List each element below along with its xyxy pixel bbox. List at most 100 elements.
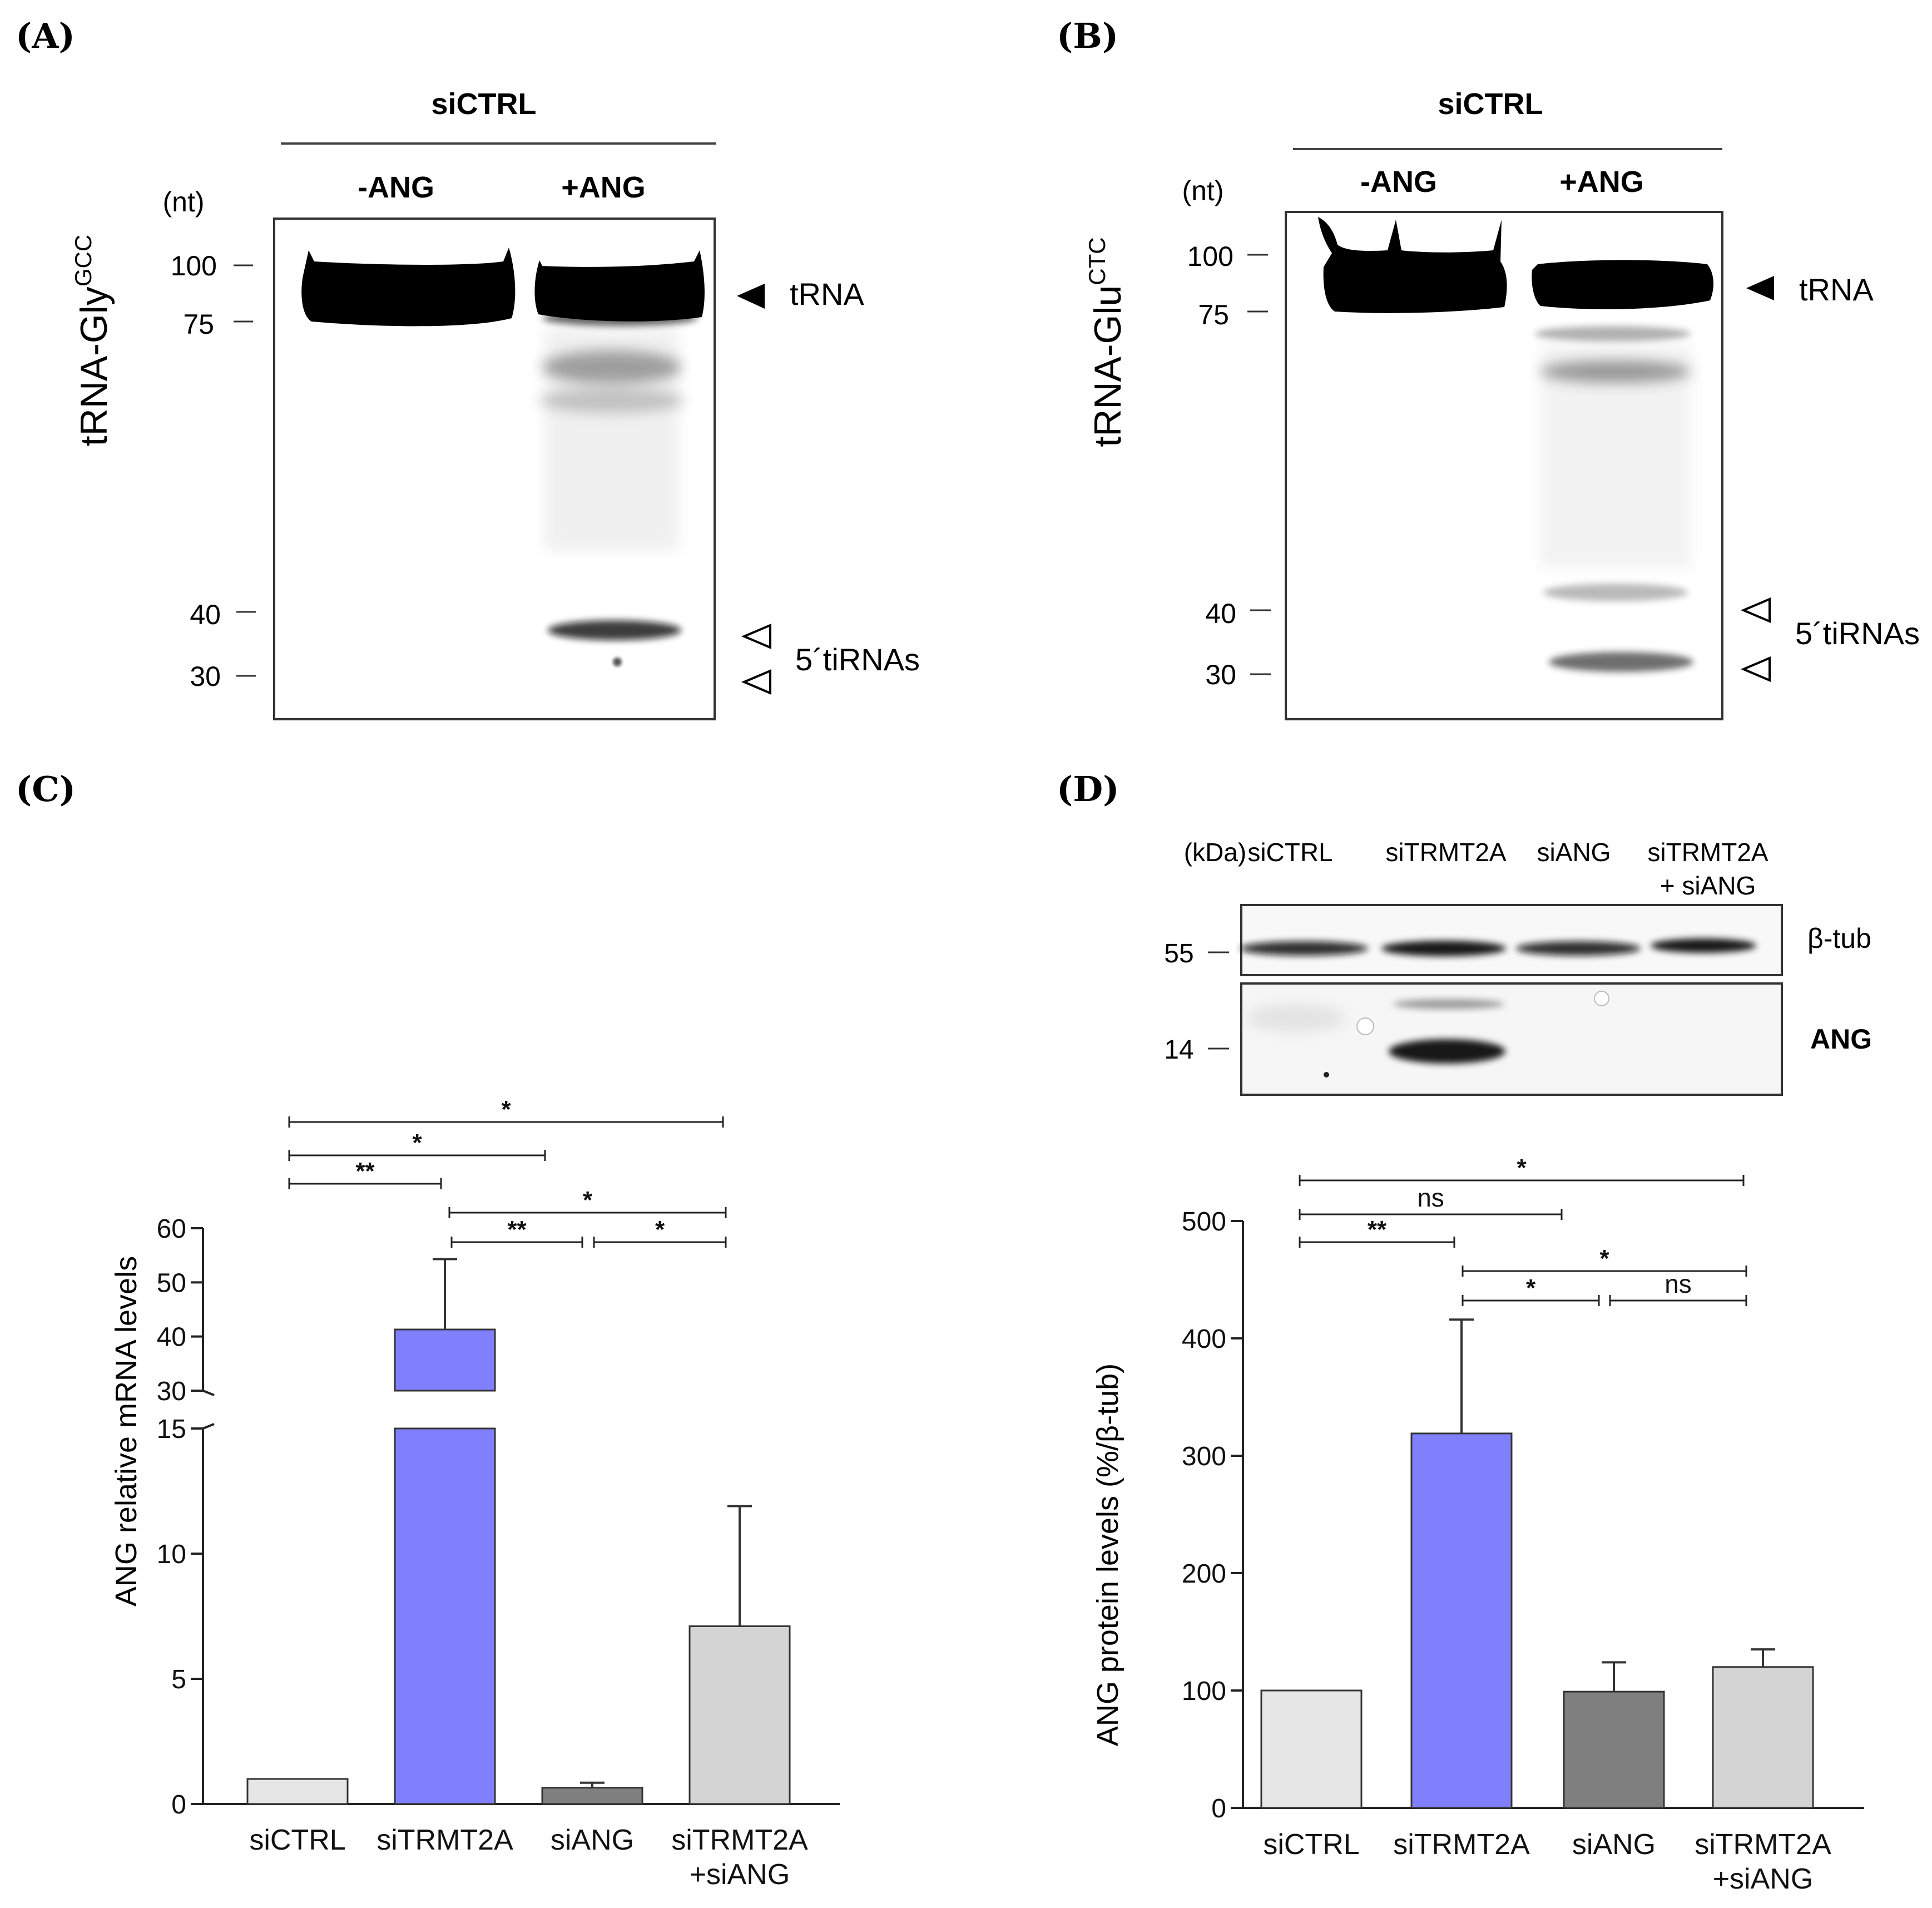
panel-a-blot bbox=[273, 218, 716, 720]
d-sig-2-label: ** bbox=[1368, 1216, 1387, 1243]
panel-d-btub-band-4 bbox=[1651, 938, 1756, 953]
panel-a-marker-40: 40 bbox=[190, 599, 221, 630]
panel-d-marker-55: 55 bbox=[1164, 939, 1193, 968]
panel-b-trna-band-plus bbox=[1532, 260, 1714, 309]
d-ytick-label-2: 200 bbox=[1182, 1559, 1226, 1589]
panel-b-marker-30: 30 bbox=[1205, 659, 1236, 690]
panel-a-label: (A) bbox=[16, 16, 75, 56]
c-ytick-label-upper-1: 40 bbox=[157, 1323, 186, 1352]
c-sig-3-label: * bbox=[583, 1187, 593, 1214]
panel-d-axes: 0 100 200 300 400 500 bbox=[1182, 1207, 1864, 1823]
panel-d-ang-artifact-2 bbox=[1594, 991, 1609, 1006]
panel-c: (C) ANG relative mRNA levels 0 5 10 15 30 40 5… bbox=[16, 769, 840, 1891]
panel-b-trna-label: tRNA bbox=[1799, 272, 1874, 307]
panel-d-ang-background-smudge bbox=[1246, 1004, 1346, 1032]
panel-d-ylabel: ANG protein levels (%/β-tub) bbox=[1091, 1363, 1124, 1746]
c-sig-5: * bbox=[593, 1216, 727, 1248]
d-ytick-label-0: 0 bbox=[1211, 1794, 1226, 1823]
panel-c-x-labels: siCTRL siTRMT2A siANG siTRMT2A+siANG bbox=[249, 1824, 808, 1891]
panel-b-label: (B) bbox=[1057, 16, 1118, 56]
panel-a-dot bbox=[613, 658, 622, 666]
panel-a-marker-100: 100 bbox=[171, 250, 217, 281]
c-axis-break-upper bbox=[202, 1390, 215, 1396]
panel-d-lane-sitrmt2a: siTRMT2A bbox=[1385, 838, 1507, 867]
panel-d-ang-artifact-1 bbox=[1356, 1017, 1374, 1035]
panel-b-probe-superscript: CTC bbox=[1084, 237, 1110, 285]
d-sig-3: * bbox=[1462, 1245, 1747, 1277]
c-ytick-label-upper-0: 30 bbox=[157, 1377, 186, 1406]
panel-a-trna-arrow bbox=[737, 284, 765, 309]
c-sig-1-label: * bbox=[412, 1129, 422, 1156]
panel-d-lane-combo-line1: siTRMT2A bbox=[1647, 838, 1768, 867]
panel-b-tirna-arrow-1 bbox=[1740, 597, 1771, 624]
panel-b-tirna-band-upper bbox=[1543, 584, 1688, 601]
panel-b-probe-name: tRNA-Glu bbox=[1087, 285, 1129, 447]
panel-a: (A) siCTRL (nt) -ANG +ANG tRNA-GlyGCC 10… bbox=[16, 16, 920, 720]
panel-b-trna-band-minus bbox=[1318, 217, 1507, 313]
panel-d-btub-band-3 bbox=[1516, 941, 1641, 956]
panel-a-tirna-band bbox=[548, 620, 681, 640]
panel-a-trna-band-plus bbox=[534, 250, 705, 322]
panel-d-ang-band-sitrmt2a bbox=[1389, 1039, 1505, 1064]
d-ytick-label-1: 100 bbox=[1182, 1677, 1226, 1706]
c-sig-3: * bbox=[448, 1187, 727, 1218]
d-sig-1-label: ns bbox=[1417, 1183, 1444, 1212]
d-sig-4: * bbox=[1462, 1274, 1600, 1306]
panel-b-tirna-arrow-2 bbox=[1740, 656, 1771, 683]
c-xlabel-3: siTRMT2A bbox=[671, 1824, 808, 1856]
d-ytick-label-5: 500 bbox=[1182, 1207, 1226, 1237]
panel-c-bars bbox=[246, 1258, 791, 1805]
panel-d-ang-label: ANG bbox=[1810, 1024, 1872, 1055]
d-sig-3-label: * bbox=[1599, 1245, 1609, 1272]
c-bar-3 bbox=[688, 1625, 791, 1805]
panel-d-ang-band-upper bbox=[1393, 999, 1504, 1009]
panel-b: (B) siCTRL (nt) -ANG +ANG tRNA-GluCTC 10… bbox=[1057, 16, 1920, 720]
panel-b-marker-100: 100 bbox=[1187, 241, 1233, 272]
c-sig-5-label: * bbox=[655, 1216, 665, 1243]
d-xlabel-3: siTRMT2A bbox=[1695, 1828, 1831, 1861]
panel-a-probe-label: tRNA-GlyGCC bbox=[70, 235, 115, 446]
panel-d-btub-band-2 bbox=[1381, 941, 1506, 956]
panel-d-lane-combo-line2: + siANG bbox=[1660, 871, 1756, 900]
d-bar-3 bbox=[1712, 1666, 1814, 1809]
c-ytick-label-upper-3: 60 bbox=[157, 1214, 186, 1244]
c-sig-0-label: * bbox=[501, 1096, 511, 1123]
d-sig-5: ns bbox=[1609, 1269, 1747, 1306]
d-bar-1 bbox=[1410, 1432, 1513, 1809]
d-ytick-label-3: 300 bbox=[1182, 1442, 1226, 1471]
panel-a-tirna-arrow-1 bbox=[741, 623, 771, 650]
panel-d-btub-label: β-tub bbox=[1807, 923, 1871, 954]
d-sig-4-label: * bbox=[1526, 1274, 1536, 1302]
panel-d-bars bbox=[1260, 1318, 1814, 1809]
panel-b-lane-minus-ang: -ANG bbox=[1360, 165, 1437, 199]
panel-b-marker-40: 40 bbox=[1205, 598, 1236, 629]
c-sig-0: * bbox=[288, 1096, 724, 1128]
panel-a-trna-band-minus bbox=[301, 248, 516, 327]
panel-a-smear bbox=[545, 328, 678, 551]
c-sig-2-label: ** bbox=[355, 1158, 375, 1185]
panel-c-ylabel: ANG relative mRNA levels bbox=[110, 1256, 143, 1607]
panel-d-blot-btub bbox=[1240, 904, 1783, 976]
c-axis-break-lower bbox=[202, 1423, 215, 1430]
panel-b-tirna-band-lower bbox=[1549, 652, 1693, 672]
c-xlabel-1: siTRMT2A bbox=[377, 1824, 513, 1856]
panel-c-significance: ******* * bbox=[288, 1096, 727, 1248]
panel-b-fragment-band-1 bbox=[1535, 326, 1691, 342]
c-xlabel-2: siANG bbox=[551, 1824, 634, 1856]
panel-a-tirna-arrow-2 bbox=[741, 669, 771, 695]
c-bar-1-upper bbox=[394, 1328, 496, 1392]
panel-d-significance: *ns**** ns bbox=[1299, 1154, 1747, 1306]
panel-a-probe-superscript: GCC bbox=[70, 235, 96, 286]
panel-b-probe-label: tRNA-GluCTC bbox=[1084, 237, 1129, 447]
c-bar-1-lower bbox=[394, 1427, 496, 1805]
panel-d-btub-band-1 bbox=[1240, 941, 1368, 956]
c-bar-0 bbox=[246, 1778, 349, 1805]
c-ytick-label-lower-1: 5 bbox=[171, 1665, 186, 1694]
c-sig-4-label: ** bbox=[507, 1216, 527, 1243]
panel-b-blot bbox=[1285, 211, 1723, 720]
c-sig-2: ** bbox=[288, 1158, 442, 1189]
panel-b-group-label: siCTRL bbox=[1438, 87, 1543, 121]
panel-d-label: (D) bbox=[1057, 769, 1119, 809]
panel-d-lane-siang: siANG bbox=[1537, 838, 1611, 867]
